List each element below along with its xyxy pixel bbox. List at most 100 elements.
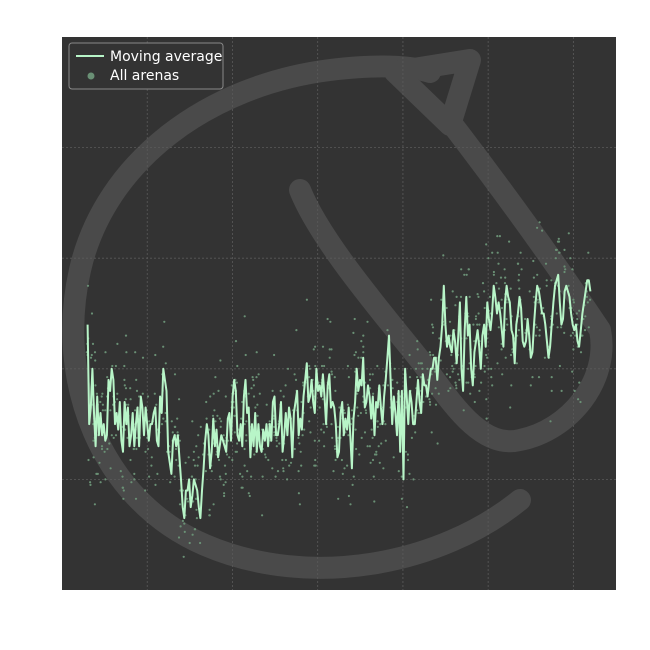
scatter-point [334, 458, 337, 462]
scatter-point [338, 406, 341, 409]
scatter-point [490, 367, 493, 370]
scatter-point [555, 312, 558, 315]
scatter-point [492, 273, 495, 276]
scatter-point [563, 270, 566, 274]
scatter-point [478, 389, 481, 392]
scatter-point [333, 445, 336, 448]
scatter-point [233, 414, 236, 417]
scatter-point [252, 395, 256, 398]
scatter-point [371, 436, 374, 439]
scatter-point [372, 475, 375, 478]
scatter-point [340, 458, 343, 462]
scatter-point [334, 389, 337, 392]
scatter-point [176, 431, 179, 434]
scatter-point [308, 420, 311, 423]
scatter-point [504, 356, 507, 359]
watermark-logo [62, 49, 613, 579]
scatter-point [450, 353, 453, 357]
scatter-point [572, 301, 576, 304]
legend-dot-marker [87, 72, 95, 80]
scatter-point [116, 392, 119, 395]
scatter-point [449, 334, 452, 337]
scatter-point [347, 434, 350, 437]
scatter-point [541, 229, 544, 232]
scatter-point [497, 326, 500, 329]
scatter-point [92, 456, 95, 459]
scatter-point [519, 251, 522, 254]
scatter-point [480, 381, 483, 384]
scatter-point [369, 387, 372, 390]
scatter-point [223, 494, 226, 498]
scatter-point [108, 442, 111, 445]
scatter-point [579, 351, 583, 354]
scatter-point [532, 295, 535, 298]
scatter-point [210, 470, 213, 473]
scatter-point [231, 458, 234, 462]
scatter-point [196, 464, 199, 467]
scatter-point [563, 331, 566, 334]
scatter-point [578, 309, 581, 312]
scatter-point [181, 519, 184, 523]
scatter-point [545, 284, 548, 287]
scatter-point [298, 503, 301, 506]
scatter-point [86, 284, 90, 287]
scatter-point [124, 398, 127, 401]
scatter-point [261, 514, 264, 517]
scatter-point [386, 329, 389, 332]
scatter-point [267, 458, 270, 462]
scatter-point [320, 364, 324, 368]
scatter-point [556, 326, 559, 329]
legend-label-all-arenas: All arenas [110, 68, 179, 84]
scatter-point [268, 420, 271, 423]
scatter-point [465, 273, 468, 276]
scatter-point [273, 431, 276, 434]
scatter-point [308, 364, 311, 368]
scatter-point [278, 442, 281, 445]
scatter-point [483, 290, 486, 293]
scatter-point [542, 306, 545, 310]
scatter-point [433, 370, 437, 373]
scatter-point [308, 376, 311, 379]
scatter-point [473, 340, 476, 343]
scatter-point [567, 284, 570, 287]
scatter-point [314, 364, 317, 368]
scatter-point [109, 409, 112, 412]
scatter-point [330, 423, 333, 426]
scatter-point [455, 384, 458, 387]
scatter-point [174, 425, 177, 428]
scatter-point [376, 364, 379, 368]
scatter-point [297, 436, 300, 439]
scatter-point [164, 420, 167, 423]
scatter-point [89, 481, 92, 484]
scatter-point [333, 376, 336, 379]
scatter-point [474, 317, 477, 321]
scatter-point [322, 431, 325, 434]
scatter-point [122, 497, 125, 500]
scatter-point [329, 320, 332, 323]
legend-box [68, 42, 224, 90]
scatter-point [138, 395, 141, 398]
scatter-point [94, 359, 97, 362]
scatter-point [492, 270, 495, 274]
scatter-point [313, 439, 316, 442]
scatter-point [204, 470, 207, 473]
scatter-point [490, 376, 493, 379]
scatter-point [347, 494, 350, 498]
scatter-point [414, 367, 418, 370]
scatter-point [187, 456, 190, 459]
legend: Moving average All arenas [68, 42, 224, 90]
scatter-point [123, 364, 126, 368]
scatter-point [451, 290, 454, 293]
scatter-point [300, 464, 303, 467]
scatter-point [126, 436, 129, 439]
scatter-point [252, 384, 255, 387]
scatter-point [487, 367, 490, 370]
scatter-point [150, 464, 153, 467]
scatter-point [114, 434, 118, 437]
scatter-point [406, 458, 410, 462]
scatter-point [330, 370, 333, 373]
scatter-point [99, 400, 102, 404]
scatter-point [460, 268, 463, 271]
scatter-point [439, 359, 442, 362]
